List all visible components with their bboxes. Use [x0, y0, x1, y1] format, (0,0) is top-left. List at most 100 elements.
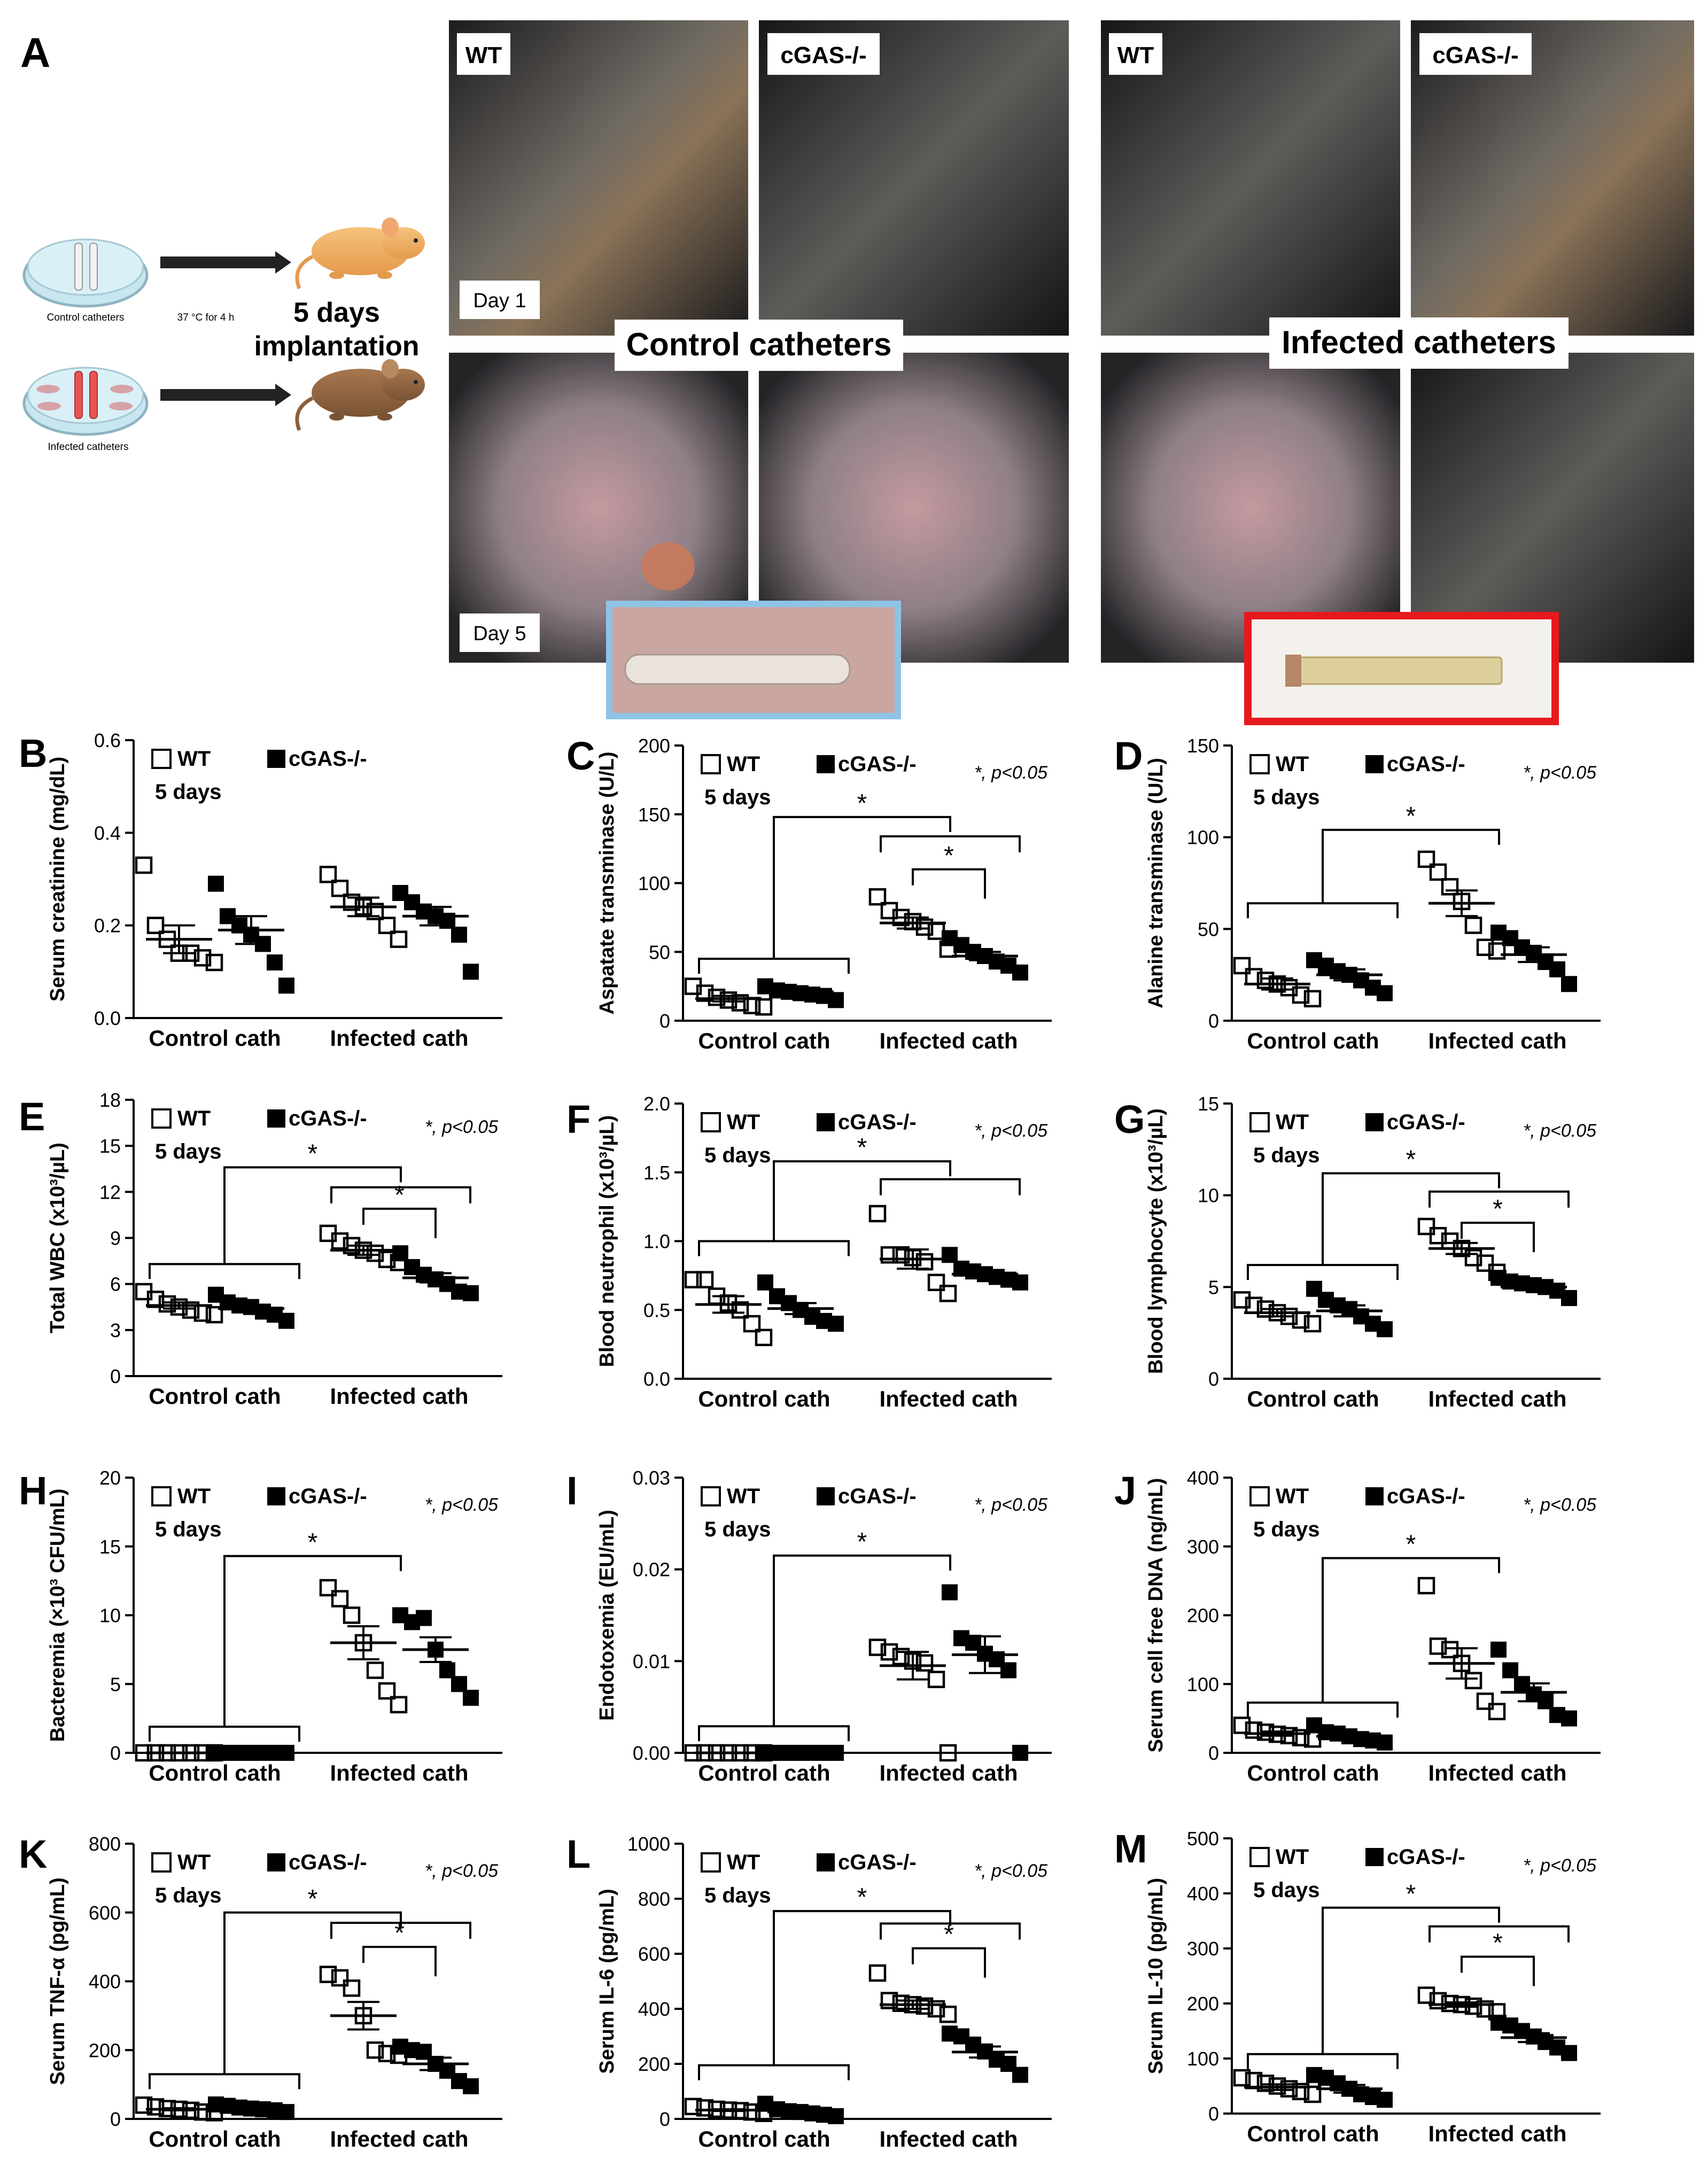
- x-tick-label: Control cath: [1247, 1760, 1379, 1785]
- y-tick-label: 300: [1187, 1938, 1219, 1960]
- legend-duration: 5 days: [1253, 1144, 1320, 1167]
- y-tick-label: 15: [99, 1536, 121, 1558]
- data-point-wt: [170, 1298, 188, 1316]
- photo-label-wt-2: WT: [1109, 33, 1162, 75]
- bracket-control: [149, 1726, 300, 1742]
- mouse-icon-infected: [295, 359, 425, 431]
- legend-wt-label: WT: [177, 747, 211, 771]
- legend-ko-marker: [267, 1487, 285, 1505]
- y-tick-label: 0.00: [633, 1742, 670, 1764]
- bracket-pair: [1461, 1955, 1535, 1986]
- y-tick-label: 0: [659, 2108, 670, 2130]
- group-label-infected: Infected catheters: [1269, 317, 1569, 369]
- y-tick-label: 18: [99, 1089, 121, 1111]
- y-tick-label: 400: [1187, 1467, 1219, 1489]
- y-tick-label: 600: [89, 1902, 121, 1924]
- data-point-wt: [1476, 1254, 1494, 1272]
- bracket-pair: [362, 1946, 437, 1977]
- data-point-cgas: [942, 1584, 958, 1601]
- data-point-wt: [719, 991, 737, 1009]
- legend-wt-marker: [701, 1852, 721, 1873]
- significance-note: *, p<0.05: [974, 763, 1047, 783]
- y-tick-label: 400: [89, 1971, 121, 1993]
- bracket-between: [773, 1554, 951, 1727]
- y-tick-label: 0.0: [94, 1007, 121, 1029]
- legend-duration: 5 days: [704, 786, 771, 809]
- y-tick-label: 200: [89, 2039, 121, 2061]
- data-point-cgas: [1012, 1745, 1028, 1761]
- data-point-wt: [1417, 850, 1435, 868]
- data-point-cgas: [828, 2108, 844, 2124]
- y-tick-label: 600: [638, 1943, 670, 1965]
- legend-wt-label: WT: [727, 1851, 760, 1874]
- bracket-control: [698, 1240, 850, 1256]
- photo-ko-infected-day5: [1411, 353, 1694, 663]
- photo-label-ko-2: cGAS-/-: [1419, 33, 1532, 75]
- panel-m: M 0 100 200 300 400 500 Serum IL-10 (pg/mL) Cont…: [1114, 1827, 1601, 2146]
- panel-letter-e: E: [19, 1094, 45, 1139]
- panel-k: K 0 200 400 600 800 Serum TNF-α (pg/mL) Control…: [19, 1832, 502, 2152]
- data-point-wt: [1417, 1217, 1435, 1236]
- bracket-between: [1322, 828, 1500, 904]
- legend-wt-label: WT: [1276, 1485, 1309, 1508]
- x-tick-label: Control cath: [698, 1028, 830, 1053]
- data-point-cgas: [463, 2078, 479, 2094]
- y-axis-label: Endotoxemia (EU/mL): [596, 1510, 618, 1721]
- y-tick-label: 1.5: [643, 1162, 670, 1184]
- data-point-wt: [319, 866, 337, 883]
- data-point-wt: [1303, 990, 1322, 1008]
- data-point-wt: [868, 1205, 887, 1223]
- y-axis-label: Blood lymphocyte (x10³/µL): [1145, 1108, 1167, 1374]
- x-tick-label: Control cath: [698, 1386, 830, 1411]
- bracket-infected: [1428, 1190, 1570, 1208]
- legend-ko-marker: [267, 1109, 285, 1128]
- legend-duration: 5 days: [704, 1144, 771, 1167]
- legend-ko-label: cGAS-/-: [838, 1110, 917, 1134]
- data-point-cgas: [828, 1316, 844, 1332]
- y-tick-label: 0: [110, 2108, 121, 2130]
- y-tick-label: 0.01: [633, 1650, 670, 1672]
- legend-wt-marker: [701, 1486, 721, 1506]
- legend-wt-label: WT: [727, 1110, 760, 1134]
- y-axis-label: Serum IL-10 (pg/mL): [1145, 1878, 1167, 2074]
- data-point-wt: [939, 1744, 957, 1762]
- data-point-wt: [135, 2096, 153, 2114]
- significance-note: *, p<0.05: [425, 1495, 498, 1515]
- y-axis-label: Serum TNF-α (pg/mL): [46, 1877, 69, 2085]
- significance-star: *: [857, 1528, 867, 1556]
- y-tick-label: 1.0: [643, 1231, 670, 1253]
- legend-ko-marker: [817, 1113, 835, 1131]
- x-tick-label: Control cath: [149, 1760, 281, 1785]
- data-point-cgas: [1561, 976, 1577, 992]
- x-tick-label: Infected cath: [879, 2126, 1018, 2152]
- svg-text:cGAS-/-: cGAS-/-: [1432, 42, 1518, 68]
- data-point-cgas: [1377, 1321, 1393, 1338]
- data-point-wt: [868, 1964, 887, 1982]
- bracket-between: [223, 1911, 402, 2075]
- bracket-between: [1322, 1906, 1500, 2054]
- data-point-cgas: [828, 992, 844, 1008]
- legend-wt-marker: [151, 1108, 172, 1129]
- data-point-wt: [1417, 1576, 1435, 1595]
- data-point-wt: [378, 916, 396, 934]
- data-point-cgas: [942, 1247, 958, 1263]
- legend-wt-marker: [151, 1486, 172, 1506]
- legend-wt-marker: [1249, 1112, 1270, 1132]
- y-axis-label: Alanine transminase (U/L): [1145, 758, 1167, 1008]
- arrow-bottom: [160, 384, 291, 406]
- photo-label-ko-1: cGAS-/-: [767, 33, 880, 75]
- legend-duration: 5 days: [1253, 1518, 1320, 1541]
- legend-ko-marker: [817, 1853, 835, 1871]
- data-point-wt: [343, 1979, 361, 1997]
- bracket-between: [223, 1555, 402, 1727]
- data-point-cgas: [1561, 1290, 1577, 1306]
- legend-wt-marker: [701, 754, 721, 774]
- inset-control-catheter: [606, 601, 901, 719]
- bracket-control: [1247, 1702, 1399, 1718]
- y-tick-label: 400: [1187, 1883, 1219, 1905]
- data-point-wt: [146, 1291, 165, 1308]
- panel-letter-m: M: [1114, 1827, 1147, 1871]
- bracket-between: [223, 1166, 402, 1264]
- panel-letter-d: D: [1114, 734, 1143, 778]
- svg-text:Day 5: Day 5: [473, 623, 526, 645]
